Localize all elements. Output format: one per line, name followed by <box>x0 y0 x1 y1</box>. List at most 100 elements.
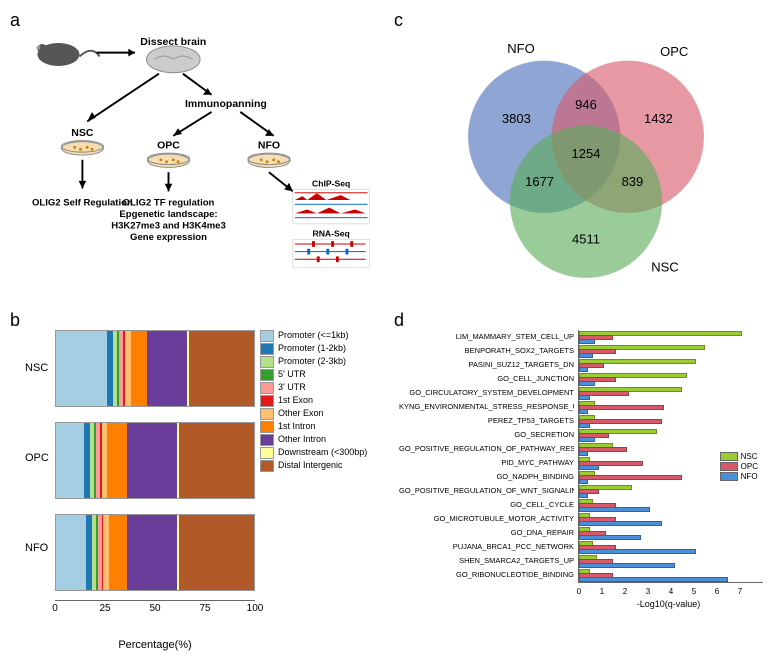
d-bar-group <box>579 540 763 554</box>
stacked-segment <box>56 515 86 590</box>
svg-text:ChIP-Seq: ChIP-Seq <box>312 179 350 189</box>
svg-text:NSC: NSC <box>651 259 678 274</box>
panel-d: d LIM_MAMMARY_STEM_CELL_UPBENPORATH_SOX2… <box>394 310 768 656</box>
stacked-segment <box>56 423 84 498</box>
b-legend-item: 3' UTR <box>260 382 367 394</box>
venn-diagram: NFO OPC NSC 3803 1432 4511 946 1677 839 … <box>409 30 763 290</box>
b-legend-item: Other Exon <box>260 408 367 420</box>
b-legend-item: Downstream (<300bp) <box>260 447 367 459</box>
svg-text:OLIG2 Self Regulation: OLIG2 Self Regulation <box>32 198 133 209</box>
d-bar-group <box>579 428 763 442</box>
svg-text:OPC: OPC <box>660 44 688 59</box>
d-axis-tick: 3 <box>646 587 650 596</box>
panel-d-label: d <box>394 310 404 331</box>
d-term-label: GO_MICROTUBULE_MOTOR_ACTIVITY <box>399 512 574 526</box>
b-row-label: OPC <box>25 452 49 464</box>
panel-c-label: c <box>394 10 403 31</box>
d-bar-group <box>579 484 763 498</box>
svg-text:Immunopanning: Immunopanning <box>185 98 267 110</box>
d-xlabel: -Log10(q-value) <box>574 599 763 609</box>
d-axis-tick: 4 <box>669 587 673 596</box>
d-bar <box>579 577 728 582</box>
b-row-label: NSC <box>25 362 48 374</box>
b-legend-item: Other Intron <box>260 434 367 446</box>
stacked-row <box>55 422 255 499</box>
d-bar-group <box>579 386 763 400</box>
d-bar-group <box>579 400 763 414</box>
d-term-labels: LIM_MAMMARY_STEM_CELL_UPBENPORATH_SOX2_T… <box>399 330 578 583</box>
d-bar-group <box>579 554 763 568</box>
d-term-label: GO_NADPH_BINDING <box>399 470 574 484</box>
stacked-segment <box>107 423 127 498</box>
svg-text:NFO: NFO <box>507 41 534 56</box>
d-bar <box>579 419 662 424</box>
svg-text:1432: 1432 <box>644 111 673 126</box>
d-term-label: GO_CIRCULATORY_SYSTEM_DEVELOPMENT <box>399 386 574 400</box>
d-term-label: PASINI_SUZ12_TARGETS_DN <box>399 358 574 372</box>
d-term-label: GO_DNA_REPAIR <box>399 526 574 540</box>
svg-text:RNA-Seq: RNA-Seq <box>313 228 350 238</box>
d-legend-item: OPC <box>720 462 758 471</box>
b-legend-item: Distal Intergenic <box>260 460 367 472</box>
stacked-segment <box>179 515 254 590</box>
d-axis-tick: 6 <box>715 587 719 596</box>
d-bar-group <box>579 414 763 428</box>
d-term-label: GO_SECRETION <box>399 428 574 442</box>
d-bar-group <box>579 358 763 372</box>
d-bar <box>579 405 664 410</box>
stacked-row <box>55 514 255 591</box>
svg-text:1677: 1677 <box>525 174 554 189</box>
d-term-label: SHEN_SMARCA2_TARGETS_UP <box>399 554 574 568</box>
stacked-segment <box>127 423 177 498</box>
stacked-bar-chart: NSCOPCNFO <box>55 330 255 610</box>
stacked-segment <box>131 331 147 406</box>
stacked-row <box>55 330 255 407</box>
svg-text:4511: 4511 <box>572 232 600 247</box>
figure-grid: a Dissect brain Immunopanning <box>10 10 768 656</box>
d-axis-tick: 2 <box>623 587 627 596</box>
d-term-label: GO_CELL_JUNCTION <box>399 372 574 386</box>
d-term-label: PUJANA_BRCA1_PCC_NETWORK <box>399 540 574 554</box>
d-legend-item: NSC <box>720 452 758 461</box>
d-legend: NSCOPCNFO <box>720 452 758 482</box>
d-term-label: LIM_MAMMARY_STEM_CELL_UP <box>399 330 574 344</box>
b-legend-item: 1st Exon <box>260 395 367 407</box>
b-legend: Promoter (<=1kb)Promoter (1-2kb)Promoter… <box>260 330 367 651</box>
d-term-label: GO_POSITIVE_REGULATION_OF_WNT_SIGNALING_… <box>399 484 574 498</box>
svg-text:1254: 1254 <box>572 146 601 161</box>
b-legend-item: Promoter (2-3kb) <box>260 356 367 368</box>
d-bar-chart: NSCOPCNFO01234567 <box>578 330 763 583</box>
svg-text:H3K27me3 and H3K4me3: H3K27me3 and H3K4me3 <box>111 221 226 232</box>
stacked-segment <box>109 515 127 590</box>
d-term-label: PEREZ_TP53_TARGETS <box>399 414 574 428</box>
panel-b: b NSCOPCNFO 0255075100 Percentage(%) Pro… <box>10 310 384 656</box>
svg-text:Gene expression: Gene expression <box>130 232 207 243</box>
d-term-label: GO_RIBONUCLEOTIDE_BINDING <box>399 568 574 582</box>
b-legend-item: 1st Intron <box>260 421 367 433</box>
d-bar-group <box>579 512 763 526</box>
d-legend-item: NFO <box>720 472 758 481</box>
d-axis-tick: 0 <box>577 587 581 596</box>
d-axis-tick: 7 <box>738 587 742 596</box>
svg-text:NFO: NFO <box>258 139 280 151</box>
d-bar-group <box>579 372 763 386</box>
b-legend-item: Promoter (1-2kb) <box>260 343 367 355</box>
stacked-segment <box>127 515 177 590</box>
svg-text:3803: 3803 <box>502 111 531 126</box>
d-term-label: GO_CELL_CYCLE <box>399 498 574 512</box>
stacked-segment <box>189 331 254 406</box>
workflow-diagram: Dissect brain Immunopanning NSC OPC <box>25 30 379 280</box>
d-bar-group <box>579 344 763 358</box>
d-term-label: KYNG_ENVIRONMENTAL_STRESS_RESPONSE_UP <box>399 400 574 414</box>
d-bar <box>579 475 682 480</box>
d-term-label: GO_POSITIVE_REGULATION_OF_PATHWAY_RESTRI… <box>399 442 574 456</box>
d-axis-tick: 5 <box>692 587 696 596</box>
b-row-label: NFO <box>25 542 48 554</box>
panel-a-label: a <box>10 10 20 31</box>
d-bar-group <box>579 526 763 540</box>
d-term-label: BENPORATH_SOX2_TARGETS <box>399 344 574 358</box>
b-legend-item: Promoter (<=1kb) <box>260 330 367 342</box>
stacked-segment <box>179 423 254 498</box>
panel-a: a Dissect brain Immunopanning <box>10 10 384 300</box>
svg-text:NSC: NSC <box>71 127 94 139</box>
